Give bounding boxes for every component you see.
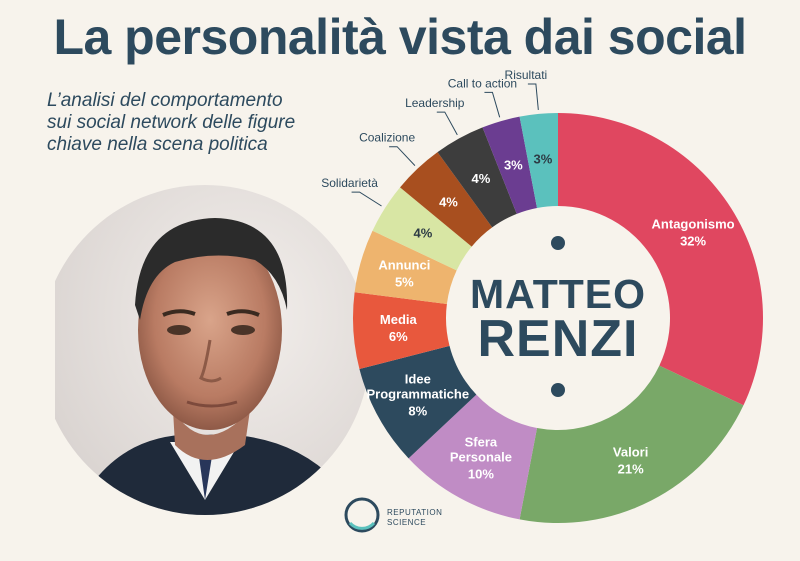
page-title: La personalità vista dai social <box>53 9 747 65</box>
slice-value-annunci: 5% <box>395 274 414 289</box>
slice-value-leadership: 4% <box>472 171 491 186</box>
slice-valori <box>519 365 744 523</box>
slice-sfera-personale <box>408 394 538 520</box>
slice-label-antagonismo: Antagonismo <box>652 216 735 231</box>
slice-label-media: Media <box>380 312 418 327</box>
subtitle-line: L’analisi del comportamento <box>47 90 283 111</box>
subtitle-line: chiave nella scena politica <box>47 134 268 155</box>
center-label-line2: RENZI <box>478 310 639 368</box>
callout-line-solidarieta <box>351 191 382 207</box>
callout-line-leadership <box>436 111 458 136</box>
slice-call-to-action <box>482 116 538 214</box>
slice-label-idee-programmatiche: Idee <box>405 372 431 387</box>
callout-label-solidarieta: Solidarietà <box>321 176 378 190</box>
slice-risultati <box>519 113 558 208</box>
slice-media <box>353 292 450 369</box>
slice-label-sfera-personale: Personale <box>450 450 512 465</box>
slice-label-sfera-personale: Sfera <box>465 435 498 450</box>
slice-value-solidarieta: 4% <box>414 225 433 240</box>
slice-annunci <box>354 230 457 304</box>
slice-antagonismo <box>558 113 763 406</box>
callout-label-risultati: Risultati <box>505 68 548 82</box>
subtitle: L’analisi del comportamento sui social n… <box>47 90 367 156</box>
callout-line-coalizione <box>389 146 416 166</box>
subtitle-line: sui social network delle figure <box>47 112 296 133</box>
slice-value-call-to-action: 3% <box>504 157 523 172</box>
center-label-line1: MATTEO <box>470 271 646 317</box>
slice-value-idee-programmatiche: 8% <box>408 404 427 419</box>
slice-value-valori: 21% <box>618 462 644 477</box>
slice-value-antagonismo: 32% <box>680 233 706 248</box>
slice-value-risultati: 3% <box>534 152 553 167</box>
portrait-photo <box>55 185 365 515</box>
slice-leadership <box>437 127 517 228</box>
callout-label-leadership: Leadership <box>405 96 465 110</box>
slice-value-media: 6% <box>389 329 408 344</box>
slice-label-idee-programmatiche: Programmatiche <box>366 387 469 402</box>
center-dot-top <box>551 236 565 250</box>
logo-icon <box>344 497 380 533</box>
logo-line1: REPUTATION <box>387 508 443 517</box>
center-dot-bottom <box>551 383 565 397</box>
slice-label-annunci: Annunci <box>378 257 430 272</box>
callout-line-risultati <box>527 83 539 110</box>
slice-coalizione <box>400 152 493 247</box>
slice-value-sfera-personale: 10% <box>468 467 494 482</box>
slice-idee-programmatiche <box>359 345 477 459</box>
slice-value-coalizione: 4% <box>439 194 458 209</box>
slice-label-valori: Valori <box>613 445 648 460</box>
logo-text: REPUTATION SCIENCE <box>387 508 442 528</box>
callout-line-call-to-action <box>484 91 501 118</box>
callout-label-call-to-action: Call to action <box>448 76 517 90</box>
callout-label-coalizione: Coalizione <box>359 131 415 145</box>
logo-line2: SCIENCE <box>387 518 427 527</box>
slice-solidarieta <box>372 187 472 271</box>
